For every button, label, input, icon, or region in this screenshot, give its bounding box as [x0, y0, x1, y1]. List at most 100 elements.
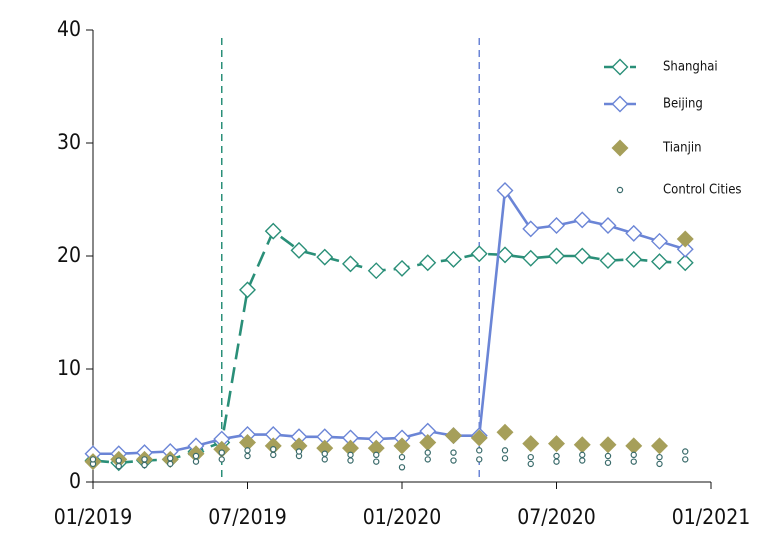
- point: [398, 453, 406, 461]
- y-tick-label: 30: [57, 130, 81, 154]
- point: [625, 224, 643, 242]
- point: [295, 448, 303, 455]
- point: [192, 458, 200, 465]
- point: [548, 217, 565, 234]
- point: [419, 254, 437, 272]
- x-tick-label: 01/2020: [363, 505, 441, 529]
- point: [342, 255, 359, 273]
- point: [579, 457, 586, 464]
- point: [625, 250, 643, 268]
- point: [244, 452, 251, 460]
- y-tick-label: 10: [57, 356, 81, 380]
- point: [424, 449, 431, 456]
- legend-label: Beijing: [663, 97, 703, 112]
- point: [604, 452, 612, 460]
- point: [393, 259, 411, 277]
- point: [501, 447, 509, 454]
- point: [347, 457, 354, 464]
- point: [527, 453, 534, 461]
- point: [244, 447, 251, 454]
- point: [522, 220, 540, 238]
- point: [167, 455, 174, 462]
- point: [573, 436, 591, 454]
- point: [553, 458, 560, 465]
- y-tick-label: 0: [69, 469, 81, 493]
- point: [290, 241, 308, 259]
- point: [141, 456, 148, 463]
- point: [115, 457, 122, 464]
- point: [630, 451, 637, 459]
- point: [522, 435, 540, 453]
- point: [625, 437, 643, 455]
- point: [218, 449, 225, 456]
- point: [599, 217, 617, 234]
- point: [476, 447, 483, 454]
- point: [445, 427, 462, 445]
- point: [656, 460, 663, 468]
- series-line: [92, 229, 686, 465]
- x-tick-label: 01/2021: [672, 505, 750, 529]
- point: [599, 436, 617, 454]
- legend-label: Control Cities: [663, 183, 742, 198]
- y-tick-label: 40: [57, 17, 81, 41]
- point: [527, 460, 534, 468]
- point: [321, 450, 328, 457]
- point: [651, 232, 668, 250]
- point: [398, 464, 406, 471]
- point: [445, 250, 462, 268]
- point: [496, 181, 514, 199]
- point: [676, 240, 694, 258]
- legend-marker: [611, 95, 629, 113]
- point: [424, 456, 431, 463]
- point: [450, 457, 457, 464]
- point: [548, 247, 565, 265]
- point: [651, 437, 668, 455]
- point: [316, 248, 334, 266]
- point: [630, 458, 637, 465]
- x-tick-label: 07/2020: [517, 505, 595, 529]
- point: [682, 448, 689, 455]
- point: [476, 456, 483, 463]
- point: [553, 452, 560, 460]
- point: [470, 429, 488, 447]
- point: [573, 247, 591, 265]
- point: [239, 281, 256, 299]
- point: [270, 446, 277, 453]
- point: [373, 451, 380, 459]
- point: [373, 458, 380, 465]
- point: [141, 461, 148, 469]
- point: [218, 456, 225, 463]
- point: [470, 245, 488, 263]
- point: [367, 262, 385, 280]
- series-line: [93, 186, 686, 456]
- point: [419, 433, 437, 451]
- point: [496, 246, 514, 264]
- point: [651, 253, 668, 271]
- point: [192, 452, 200, 460]
- legend-marker: [616, 186, 624, 194]
- legend-marker: [611, 139, 629, 157]
- point: [167, 460, 174, 468]
- point: [115, 462, 122, 470]
- point: [321, 456, 328, 463]
- x-tick-label: 07/2019: [208, 505, 286, 529]
- point: [676, 230, 694, 248]
- point: [347, 451, 354, 459]
- point: [656, 453, 663, 461]
- point: [501, 455, 509, 462]
- point: [548, 435, 565, 453]
- point: [604, 459, 612, 466]
- point: [264, 222, 282, 240]
- legend-label: Tianjin: [662, 141, 702, 156]
- point: [573, 211, 591, 229]
- point: [496, 423, 514, 441]
- x-tick-label: 01/2019: [54, 505, 132, 529]
- legend-label: Shanghai: [663, 60, 718, 75]
- point: [579, 451, 586, 459]
- point: [270, 451, 277, 459]
- point: [522, 249, 540, 267]
- legend-marker: [611, 58, 629, 76]
- point: [599, 252, 617, 270]
- point: [450, 449, 457, 456]
